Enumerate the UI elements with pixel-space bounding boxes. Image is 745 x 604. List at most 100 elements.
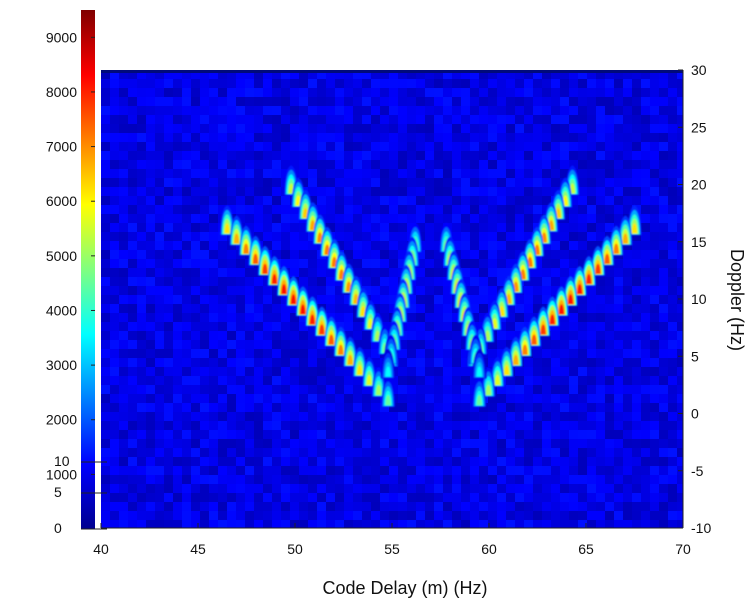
heatmap-cell (515, 151, 525, 161)
heatmap-cell (389, 466, 399, 476)
heatmap-cell (362, 124, 372, 134)
heatmap-cell (362, 502, 372, 512)
heatmap-cell (326, 133, 336, 143)
heatmap-cell (506, 214, 516, 224)
heatmap-cell (488, 106, 498, 116)
heatmap-cell (380, 169, 390, 179)
heatmap-cell (560, 439, 570, 449)
heatmap-cell (407, 304, 417, 314)
heatmap-cell (146, 295, 156, 305)
heatmap-cell (614, 439, 624, 449)
heatmap-cell (560, 160, 570, 170)
heatmap-cell (371, 124, 381, 134)
heatmap-cell (209, 205, 219, 215)
heatmap-cell (227, 106, 237, 116)
heatmap-cell (398, 421, 408, 431)
heatmap-cell (263, 376, 273, 386)
heatmap-cell (380, 268, 390, 278)
heatmap-cell (668, 295, 678, 305)
heatmap-cell (551, 259, 561, 269)
heatmap-cell (569, 412, 579, 422)
heatmap-cell (578, 250, 588, 260)
heatmap-cell (137, 412, 147, 422)
heatmap-cell (632, 340, 642, 350)
heatmap-cell (398, 439, 408, 449)
heatmap-cell (452, 196, 462, 206)
heatmap-cell (551, 133, 561, 143)
heatmap-cell (596, 520, 606, 528)
heatmap-cell (542, 151, 552, 161)
heatmap-cell (452, 97, 462, 107)
heatmap-cell (578, 205, 588, 215)
x-tick-label: 50 (287, 541, 303, 557)
heatmap-cell (128, 475, 138, 485)
heatmap-cell (236, 151, 246, 161)
heatmap-cell (551, 88, 561, 98)
heatmap-cell (533, 304, 543, 314)
heatmap-cell (245, 511, 255, 521)
heatmap-cell (218, 124, 228, 134)
heatmap-cell (281, 169, 291, 179)
heatmap-cell (551, 115, 561, 125)
heatmap-cell (335, 358, 345, 368)
heatmap-cell (308, 511, 318, 521)
heatmap-cell (128, 124, 138, 134)
heatmap-cell (110, 421, 120, 431)
heatmap-cell (137, 466, 147, 476)
heatmap-cell (209, 448, 219, 458)
heatmap-cell (470, 142, 480, 152)
heatmap-cell (308, 448, 318, 458)
heatmap-cell (236, 142, 246, 152)
heatmap-cell (227, 322, 237, 332)
heatmap-cell (551, 439, 561, 449)
heatmap-cell (650, 439, 660, 449)
heatmap-cell (290, 466, 300, 476)
heatmap-cell (398, 160, 408, 170)
heatmap-cell (524, 97, 534, 107)
heatmap-cell (137, 385, 147, 395)
heatmap-cell (227, 124, 237, 134)
heatmap-cell (569, 484, 579, 494)
heatmap-cell (128, 169, 138, 179)
heatmap-cell (506, 322, 516, 332)
heatmap-cell (470, 124, 480, 134)
heatmap-cell (326, 367, 336, 377)
heatmap-cell (434, 97, 444, 107)
heatmap-cell (668, 160, 678, 170)
heatmap-cell (659, 286, 669, 296)
heatmap-cell (200, 259, 210, 269)
heatmap-cell (632, 187, 642, 197)
heatmap-cell (299, 340, 309, 350)
heatmap-cell (632, 295, 642, 305)
heatmap-cell (182, 376, 192, 386)
heatmap-cell (515, 475, 525, 485)
heatmap-cell (524, 403, 534, 413)
heatmap-cell (452, 394, 462, 404)
heatmap-cell (497, 394, 507, 404)
heatmap-cell (227, 169, 237, 179)
heatmap-cell (299, 322, 309, 332)
heatmap-cell (236, 79, 246, 89)
heatmap-cell (506, 331, 516, 341)
heatmap-cell (398, 466, 408, 476)
heatmap-cell (218, 196, 228, 206)
heatmap-cell (326, 169, 336, 179)
heatmap-cell (380, 430, 390, 440)
heatmap-cell (209, 97, 219, 107)
heatmap-cell (245, 178, 255, 188)
heatmap-cell (614, 133, 624, 143)
heatmap-cell (191, 466, 201, 476)
heatmap-cell (272, 493, 282, 503)
heatmap-cell (560, 511, 570, 521)
heatmap-cell (659, 421, 669, 431)
heatmap-cell (380, 457, 390, 467)
heatmap-cell (326, 484, 336, 494)
heatmap-cell (344, 151, 354, 161)
signal-lobe (243, 243, 249, 254)
heatmap-cell (641, 322, 651, 332)
heatmap-cell (236, 394, 246, 404)
heatmap-cell (110, 169, 120, 179)
heatmap-cell (272, 412, 282, 422)
heatmap-cell (254, 277, 264, 287)
heatmap-cell (218, 466, 228, 476)
